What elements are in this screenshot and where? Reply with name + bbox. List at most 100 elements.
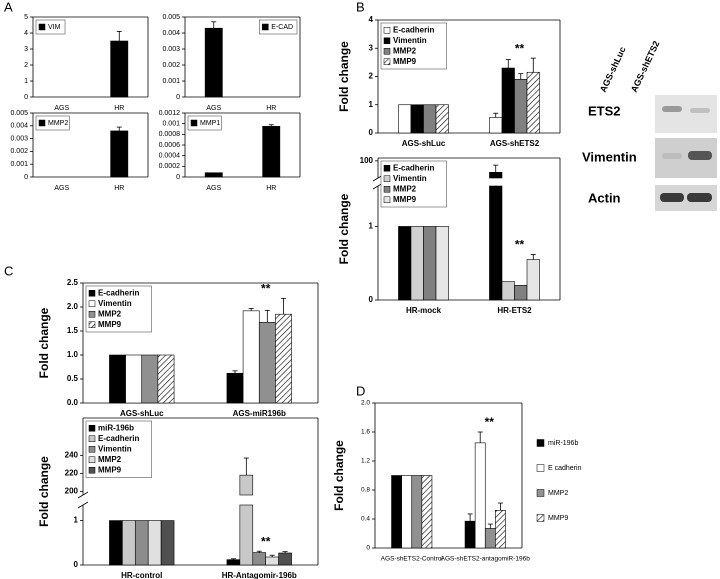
bar: [265, 556, 279, 566]
panel-label: B: [356, 0, 365, 14]
legend-label: MMP1: [200, 120, 220, 127]
legend-label: MMP9: [393, 57, 417, 66]
bar: [526, 259, 540, 301]
y-tick-label: 0.5: [67, 374, 79, 383]
x-tick-label: AGS-shETS2-Control: [381, 556, 444, 563]
blot-band: [662, 153, 682, 159]
legend-swatch: [190, 119, 198, 127]
legend: MMP1: [187, 115, 222, 131]
x-tick-label: HR-mock: [406, 306, 442, 315]
legend-swatch: [383, 175, 391, 182]
bar: [242, 310, 260, 404]
axis-break: [77, 501, 89, 509]
bar: [474, 442, 486, 549]
bar: [147, 520, 162, 566]
legend-swatch: [88, 321, 96, 328]
blot-band: [688, 151, 712, 160]
y-tick-label: 0.4: [361, 516, 370, 523]
legend-swatch: [383, 58, 391, 65]
x-tick-label: AGS-shETS2: [490, 139, 540, 148]
y-tick-label: 0: [74, 560, 79, 569]
legend-swatch: [383, 37, 391, 44]
panel-label: D: [356, 383, 365, 398]
legend-label: Vimentin: [98, 444, 132, 453]
x-tick-label: HR: [266, 185, 276, 192]
blot-band: [690, 108, 710, 113]
bar: [398, 226, 412, 301]
bar: [278, 552, 292, 566]
significance-mark: **: [261, 282, 271, 296]
y-tick-label: 220: [65, 468, 79, 477]
legend-swatch: [88, 290, 96, 297]
y-tick-label: 0.002: [10, 148, 28, 155]
y-tick-label: 0.0004: [159, 153, 181, 160]
legend-label: MMP2: [48, 120, 68, 127]
bar: [110, 40, 129, 98]
y-tick-label: 0: [369, 295, 374, 304]
legend-swatch: [88, 435, 96, 442]
x-tick-label: HR: [114, 105, 124, 112]
legend-box: [258, 19, 298, 35]
legend: MMP2: [35, 115, 70, 131]
bar: [226, 372, 244, 404]
y-tick-label: 0: [176, 94, 180, 101]
x-tick-label: AGS: [206, 105, 221, 112]
bar: [239, 504, 254, 566]
x-tick-label: HR-Antagomir-196b: [222, 571, 297, 579]
x-tick-label: AGS-shLuc: [402, 139, 446, 148]
legend-label: Vimentin: [98, 299, 132, 308]
legend: VIM: [35, 19, 66, 35]
bar: [141, 354, 159, 404]
legend-swatch: [383, 48, 391, 55]
y-axis-label: Fold change: [37, 307, 51, 378]
bar: [239, 474, 254, 496]
y-tick-label: 200: [65, 487, 79, 496]
y-tick-label: 1.6: [361, 429, 370, 436]
legend-box: [187, 115, 222, 131]
legend: miR-196b E cadherin MMP2 MMP9: [536, 439, 582, 522]
legend-label: miR-196b: [548, 440, 578, 447]
blot-strip: [655, 95, 717, 133]
y-tick-label: 4: [24, 30, 28, 37]
y-tick-label: 1.5: [67, 326, 79, 335]
significance-mark: **: [515, 238, 525, 252]
y-tick-label: 1: [369, 100, 374, 109]
bar: [125, 354, 143, 404]
legend-box: [85, 285, 152, 333]
bar: [435, 226, 449, 301]
y-tick-label: 5: [24, 14, 28, 21]
y-tick-label: 0.001: [162, 121, 180, 128]
legend-swatch: [88, 456, 96, 463]
bar: [275, 313, 292, 404]
bar: [204, 27, 223, 98]
bar: [435, 104, 449, 134]
bar: [410, 104, 424, 134]
bar: [110, 130, 129, 178]
significance-mark: **: [515, 41, 525, 55]
x-tick-label: AGS-miR196b: [233, 409, 286, 418]
legend: E-CAD: [258, 19, 298, 35]
bar: [484, 528, 496, 549]
panel-label: A: [4, 0, 13, 14]
bar: [495, 509, 506, 549]
y-tick-label: 0.0008: [159, 131, 181, 138]
legend-box: [85, 420, 152, 478]
bar: [489, 171, 503, 179]
legend-label: MMP9: [98, 320, 122, 329]
legend-label: E-cadherin: [393, 25, 434, 34]
legend-label: MMP2: [393, 184, 417, 193]
bar: [157, 354, 175, 404]
y-tick-label: 0: [24, 94, 28, 101]
y-tick-label: 0.0002: [159, 163, 181, 170]
y-tick-label: 1.2: [361, 458, 370, 465]
bar: [134, 520, 149, 566]
legend-swatch: [38, 119, 46, 127]
x-tick-label: HR: [266, 105, 276, 112]
western-blot: AGS-shLuc AGS-shETS2 ETS2 Vimentin Actin: [582, 39, 717, 211]
y-axis-label: Fold change: [337, 193, 351, 264]
panel-label: C: [4, 263, 13, 278]
bar: [526, 71, 540, 134]
